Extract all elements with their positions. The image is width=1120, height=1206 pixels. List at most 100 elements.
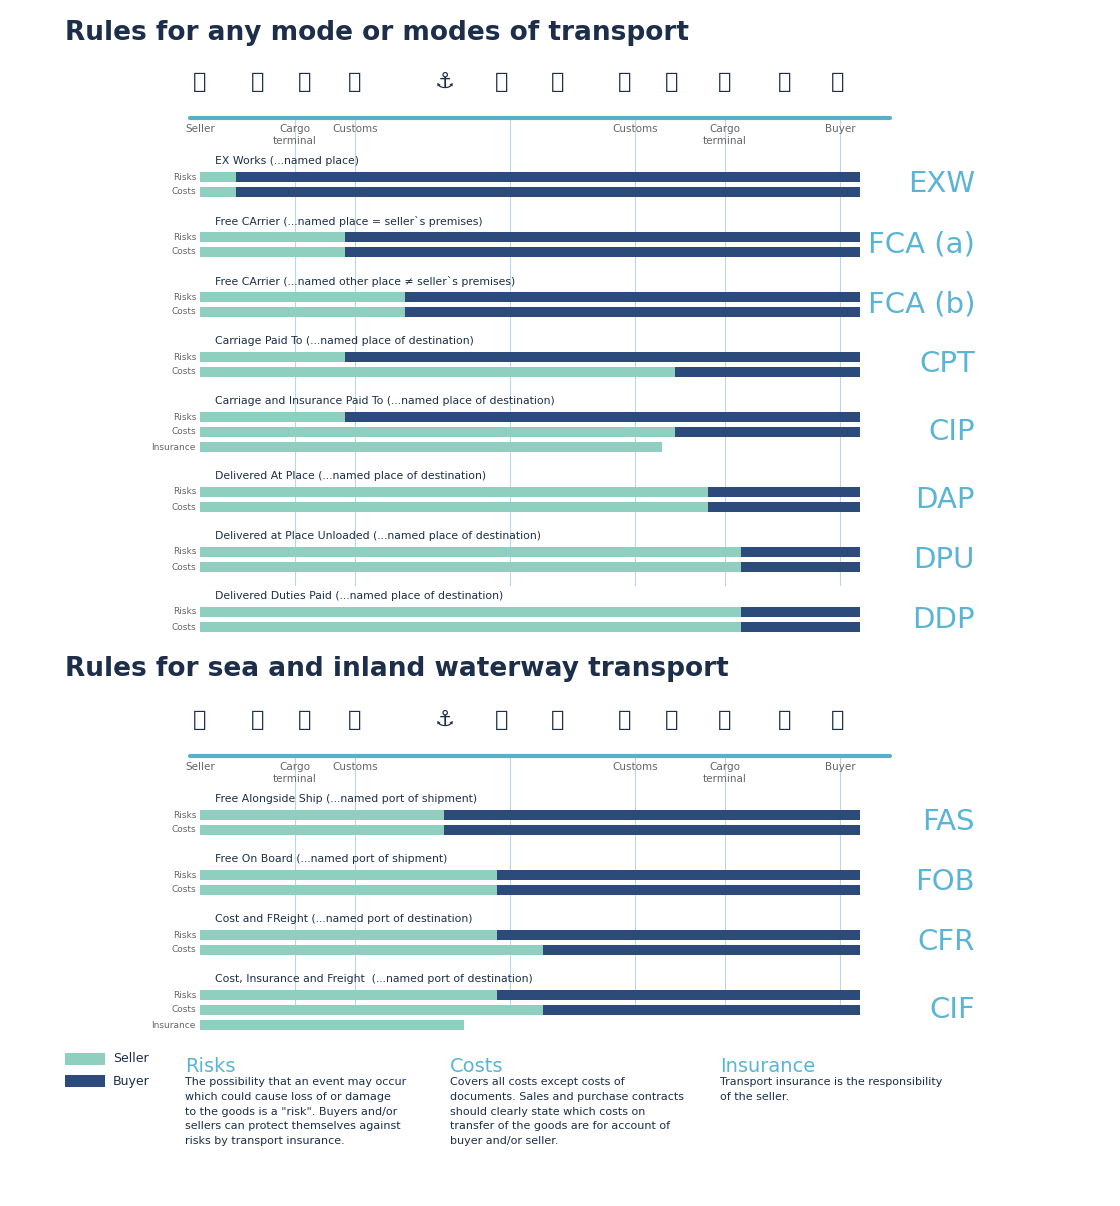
FancyBboxPatch shape [200,870,497,880]
Text: Insurance: Insurance [151,1020,196,1030]
FancyBboxPatch shape [741,607,860,617]
FancyBboxPatch shape [200,292,404,302]
Text: 🚢: 🚢 [495,72,508,92]
FancyBboxPatch shape [708,502,860,513]
Text: CIP: CIP [928,418,976,446]
Text: Buyer: Buyer [113,1075,150,1088]
Text: Costs: Costs [171,308,196,316]
Text: Seller: Seller [113,1053,149,1065]
FancyBboxPatch shape [200,607,741,617]
Text: Buyer: Buyer [824,762,856,772]
FancyBboxPatch shape [345,352,860,362]
FancyBboxPatch shape [236,187,860,197]
Text: Risks: Risks [172,352,196,362]
Text: EX Works (...named place): EX Works (...named place) [215,156,360,166]
Text: Free Alongside Ship (...named port of shipment): Free Alongside Ship (...named port of sh… [215,794,477,804]
Text: Insurance: Insurance [720,1056,815,1076]
Text: 🏗: 🏗 [348,710,362,730]
FancyBboxPatch shape [200,232,345,242]
FancyBboxPatch shape [236,172,860,182]
Text: Risks: Risks [172,293,196,302]
FancyBboxPatch shape [200,930,497,939]
Text: Delivered Duties Paid (...named place of destination): Delivered Duties Paid (...named place of… [215,591,503,601]
Text: CFR: CFR [917,929,976,956]
FancyBboxPatch shape [543,946,860,955]
Text: Risks: Risks [172,608,196,616]
Text: Costs: Costs [171,427,196,437]
Text: 🚢: 🚢 [551,710,564,730]
Text: Costs: Costs [171,885,196,895]
Text: Risks: Risks [185,1056,235,1076]
Text: FOB: FOB [915,868,976,896]
Text: Costs: Costs [450,1056,504,1076]
Text: Cargo
terminal: Cargo terminal [273,124,317,146]
Text: Delivered at Place Unloaded (...named place of destination): Delivered at Place Unloaded (...named pl… [215,531,541,541]
Text: 📦: 📦 [665,72,679,92]
FancyBboxPatch shape [200,352,345,362]
Text: Risks: Risks [172,810,196,820]
FancyBboxPatch shape [543,1005,860,1015]
FancyBboxPatch shape [345,232,860,242]
Text: Carriage and Insurance Paid To (...named place of destination): Carriage and Insurance Paid To (...named… [215,396,554,406]
Text: ⚓: ⚓ [435,710,455,730]
Text: 📦: 📦 [665,710,679,730]
FancyBboxPatch shape [200,443,662,452]
Text: 🏗: 🏗 [618,710,632,730]
Text: Cargo
terminal: Cargo terminal [273,762,317,784]
FancyBboxPatch shape [200,562,741,572]
Text: Risks: Risks [172,233,196,241]
Text: Risks: Risks [172,931,196,939]
FancyBboxPatch shape [741,548,860,557]
Text: Costs: Costs [171,368,196,376]
FancyBboxPatch shape [200,1005,543,1015]
FancyBboxPatch shape [404,292,860,302]
FancyBboxPatch shape [497,870,860,880]
Text: Risks: Risks [172,172,196,181]
Text: 🏭: 🏭 [194,710,207,730]
Text: Cost, Insurance and Freight  (...named port of destination): Cost, Insurance and Freight (...named po… [215,974,533,984]
Text: Costs: Costs [171,503,196,511]
Text: Risks: Risks [172,871,196,879]
FancyBboxPatch shape [497,885,860,895]
Text: DAP: DAP [915,486,976,514]
Text: Customs: Customs [613,124,657,134]
Text: 🚢: 🚢 [495,710,508,730]
FancyBboxPatch shape [741,562,860,572]
Text: 🚐: 🚐 [778,72,792,92]
Text: DDP: DDP [913,605,976,633]
Text: Risks: Risks [172,548,196,556]
Text: Seller: Seller [185,124,215,134]
Text: The possibility that an event may occur
which could cause loss of or damage
to t: The possibility that an event may occur … [185,1077,407,1146]
Text: Costs: Costs [171,1006,196,1014]
FancyBboxPatch shape [345,247,860,257]
Text: Cost and FReight (...named port of destination): Cost and FReight (...named port of desti… [215,914,473,924]
Text: Costs: Costs [171,825,196,835]
FancyBboxPatch shape [65,1075,105,1087]
FancyBboxPatch shape [200,247,345,257]
Text: Costs: Costs [171,946,196,954]
Text: 🚛: 🚛 [251,72,264,92]
Text: Transport insurance is the responsibility
of the seller.: Transport insurance is the responsibilit… [720,1077,942,1102]
FancyBboxPatch shape [200,412,345,422]
Text: Rules for sea and inland waterway transport: Rules for sea and inland waterway transp… [65,656,729,683]
Text: Free CArrier (...named place = seller`s premises): Free CArrier (...named place = seller`s … [215,216,483,227]
Text: Cargo
terminal: Cargo terminal [703,762,747,784]
Text: Costs: Costs [171,247,196,257]
FancyBboxPatch shape [200,187,236,197]
Text: Delivered At Place (...named place of destination): Delivered At Place (...named place of de… [215,472,486,481]
FancyBboxPatch shape [497,930,860,939]
Text: Costs: Costs [171,562,196,572]
FancyBboxPatch shape [200,487,708,497]
Text: Customs: Customs [613,762,657,772]
Text: 🚚: 🚚 [718,72,731,92]
FancyBboxPatch shape [200,548,741,557]
Text: 🏭: 🏭 [194,72,207,92]
Text: Risks: Risks [172,990,196,1000]
Text: FCA (a): FCA (a) [868,230,976,258]
Text: 📦: 📦 [298,72,311,92]
FancyBboxPatch shape [65,1053,105,1065]
Text: 🚐: 🚐 [778,710,792,730]
FancyBboxPatch shape [445,825,860,835]
Text: Rules for any mode or modes of transport: Rules for any mode or modes of transport [65,21,689,46]
Text: Risks: Risks [172,487,196,497]
